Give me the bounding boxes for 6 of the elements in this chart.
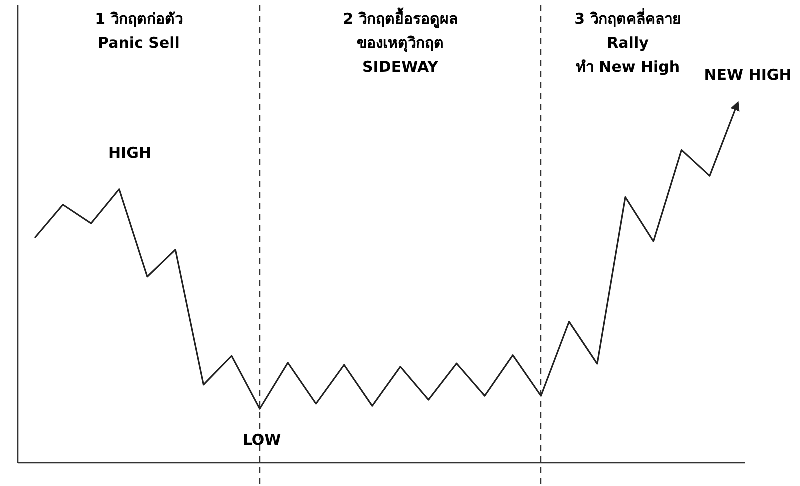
text: 2 วิกฤตยื้อรอดูผล ของเหตุวิกฤต SIDEWAY: [343, 7, 458, 76]
annotation: HIGH: [108, 144, 152, 162]
annotation: LOW: [242, 431, 282, 449]
text: 1 วิกฤตก่อตัว Panic Sell: [95, 10, 183, 52]
text: NEW HIGH: [704, 66, 792, 84]
text: 3 วิกฤตคลี่คลาย Rally ทำ New High: [574, 8, 682, 76]
